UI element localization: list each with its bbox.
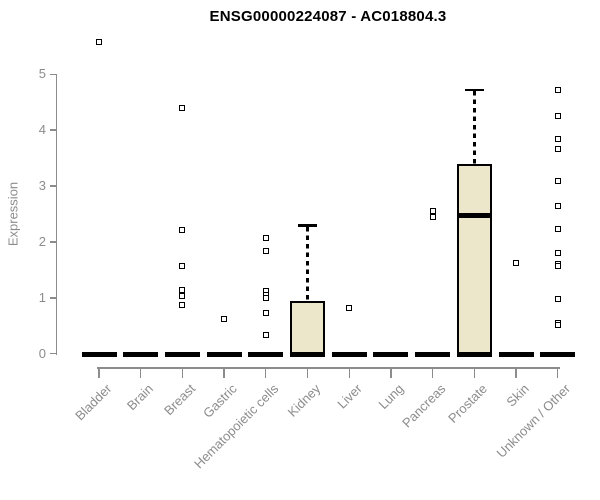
x-tick-line	[98, 368, 100, 378]
x-category-label: Bladder	[72, 381, 115, 424]
x-tick-line	[515, 368, 517, 378]
y-tick-line	[50, 185, 57, 187]
outlier-marker	[554, 146, 561, 153]
y-tick-label: 0	[38, 345, 46, 361]
outlier-marker	[179, 262, 186, 269]
zero-value-bar	[248, 351, 284, 358]
x-tick-line	[306, 368, 309, 378]
y-tick-label: 3	[38, 178, 46, 194]
outlier-marker	[554, 202, 561, 209]
x-tick-line	[348, 368, 350, 378]
outlier-marker	[554, 136, 561, 143]
outlier-marker	[554, 295, 561, 302]
whisker-cap	[298, 224, 317, 227]
x-tick-line	[181, 368, 184, 378]
x-category-label: Lung	[375, 381, 407, 413]
outlier-marker	[179, 227, 186, 234]
y-tick-line	[50, 73, 57, 75]
whisker-line	[473, 90, 476, 165]
x-tick-line	[431, 368, 434, 378]
outlier-marker	[429, 207, 436, 214]
x-tick-line	[223, 368, 225, 378]
box-rect	[456, 164, 492, 357]
x-category-label: Gastric	[199, 381, 240, 421]
y-tick-label: 5	[38, 66, 46, 82]
zero-value-bar	[123, 351, 159, 358]
zero-value-bar	[540, 351, 576, 358]
y-tick-label: 1	[38, 289, 46, 305]
outlier-marker	[554, 262, 561, 269]
x-category-label: Kidney	[284, 381, 324, 420]
outlier-marker	[554, 249, 561, 256]
whisker-cap	[464, 88, 484, 92]
y-tick-label: 4	[38, 122, 46, 138]
zero-value-bar	[206, 351, 242, 358]
zero-value-bar	[290, 351, 325, 358]
x-tick-line	[140, 368, 142, 378]
outlier-marker	[554, 321, 561, 328]
zero-value-bar	[456, 351, 492, 358]
x-category-label: Prostate	[445, 381, 490, 426]
y-tick-line	[50, 241, 57, 243]
zero-value-bar	[164, 351, 200, 358]
outlier-marker	[554, 178, 561, 185]
box-rect	[290, 300, 325, 357]
outlier-marker	[346, 305, 353, 312]
y-tick-line	[50, 353, 57, 355]
zero-value-bar	[498, 351, 534, 358]
outlier-marker	[554, 226, 561, 233]
outlier-marker	[221, 316, 228, 323]
outlier-marker	[262, 235, 269, 242]
y-tick-line	[50, 129, 57, 131]
whisker-line	[306, 226, 309, 301]
zero-value-bar	[81, 351, 117, 358]
x-tick-line	[390, 368, 392, 378]
x-category-label: Liver	[334, 381, 365, 412]
outlier-marker	[554, 113, 561, 120]
outlier-marker	[179, 286, 186, 293]
outlier-marker	[262, 310, 269, 317]
x-category-label: Brain	[124, 381, 157, 414]
outlier-marker	[513, 259, 519, 266]
y-axis-line	[55, 73, 58, 355]
zero-value-bar	[373, 351, 409, 358]
x-tick-line	[557, 368, 559, 378]
outlier-marker	[262, 295, 269, 302]
zero-value-bar	[415, 351, 451, 358]
outlier-marker	[179, 302, 186, 309]
y-tick-label: 2	[38, 233, 46, 249]
outlier-marker	[179, 293, 186, 300]
outlier-marker	[179, 105, 186, 112]
x-category-label: Skin	[503, 381, 532, 410]
x-category-label: Pancreas	[398, 381, 449, 431]
x-tick-line	[265, 368, 267, 378]
outlier-marker	[429, 214, 436, 221]
outlier-marker	[96, 38, 102, 45]
median-bar	[458, 213, 490, 219]
outlier-marker	[554, 86, 561, 93]
outlier-marker	[262, 247, 269, 254]
zero-value-bar	[331, 351, 367, 358]
outlier-marker	[262, 331, 269, 338]
x-axis-line	[96, 367, 561, 369]
x-tick-line	[473, 368, 475, 378]
x-category-label: Unknown / Other	[493, 381, 574, 461]
y-tick-line	[50, 297, 57, 299]
chart-title: ENSG00000224087 - AC018804.3	[209, 8, 447, 25]
x-category-label: Breast	[160, 381, 199, 419]
